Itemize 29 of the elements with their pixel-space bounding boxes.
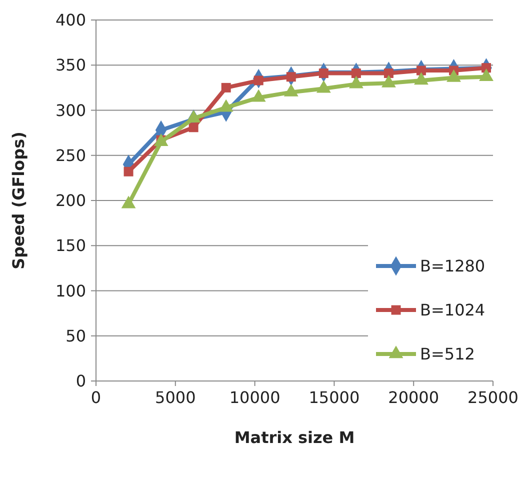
legend-label: B=512 (420, 344, 475, 364)
point (416, 66, 426, 76)
x-tick-label: 25000 (468, 388, 518, 407)
y-tick-label: 50 (66, 326, 86, 346)
x-axis-title: Matrix size M (234, 428, 355, 447)
point (318, 68, 328, 78)
y-tick-label: 250 (55, 146, 86, 165)
legend-label: B=1024 (420, 300, 486, 320)
point (351, 68, 361, 78)
point (188, 122, 198, 132)
legend-label: B=1280 (420, 256, 486, 276)
x-tick-label: 15000 (308, 388, 360, 407)
y-tick-label: 350 (55, 56, 86, 75)
point (221, 82, 231, 92)
y-tick-label: 200 (55, 191, 86, 210)
point (124, 166, 134, 176)
y-tick-label: 300 (55, 100, 86, 120)
point (254, 76, 264, 86)
x-tick-label: 0 (90, 388, 102, 407)
x-tick-label: 5000 (155, 388, 196, 407)
x-tick-label: 10000 (229, 388, 280, 407)
y-tick-label: 0 (76, 372, 86, 391)
y-tick-label: 100 (55, 281, 86, 300)
point (286, 72, 296, 82)
y-axis-title: Speed (GFlops) (9, 132, 28, 270)
x-tick-label: 20000 (388, 388, 440, 407)
y-tick-label: 400 (55, 10, 86, 30)
y-tick-label: 150 (55, 236, 86, 256)
point (384, 68, 394, 78)
